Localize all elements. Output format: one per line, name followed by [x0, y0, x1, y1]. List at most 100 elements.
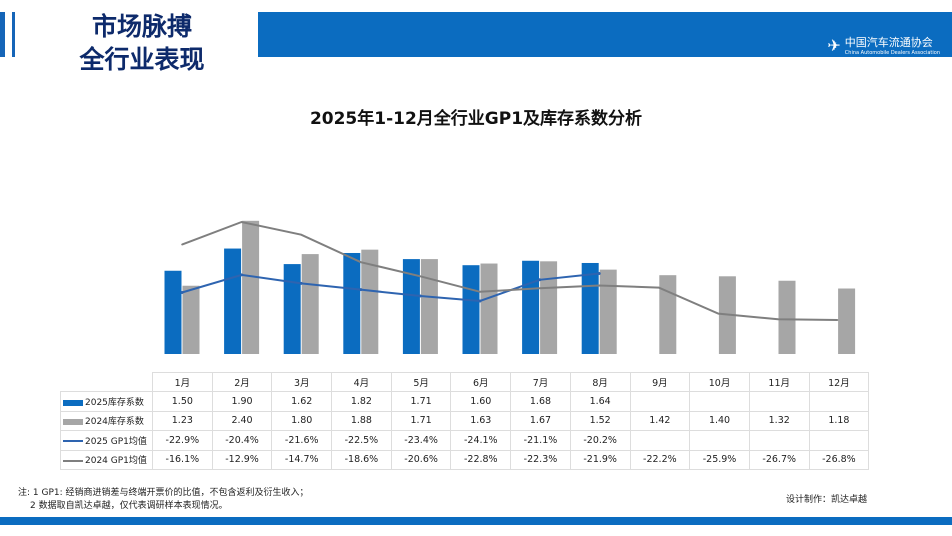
month-header: 7月	[510, 371, 571, 393]
logo-icon: ✈	[827, 35, 841, 55]
line-2024 GP1均值	[181, 220, 838, 321]
data-label: 1.64	[569, 391, 631, 412]
data-label: 1.63	[450, 410, 512, 432]
point-2025 GP1均值	[359, 288, 363, 292]
data-label: -24.1%	[450, 430, 512, 451]
bar-2025库存系数	[224, 248, 242, 354]
data-label: -25.9%	[689, 449, 750, 470]
data-label: -26.7%	[748, 449, 810, 470]
data-label	[689, 391, 750, 412]
data-label	[689, 430, 750, 451]
month-header: 4月	[331, 371, 392, 393]
data-label: 1.67	[510, 410, 571, 432]
table-row: 2025库存系数 1.50 1.90 1.62 1.82 1.71 1.60 1.68 1.64	[60, 391, 870, 412]
bar-2024库存系数	[480, 263, 498, 354]
table-row: 2025 GP1均值 -22.9% -20.4% -21.6% -22.5% -23.4%…	[60, 430, 870, 451]
header-band: ✈ 中国汽车流通协会 China Automobile Dealers Assoc…	[258, 12, 952, 57]
data-label: 1.71	[390, 391, 452, 412]
series-label: 2024库存系数	[60, 410, 153, 432]
point-2025 GP1均值	[597, 271, 601, 275]
data-label: -21.6%	[271, 430, 333, 451]
month-header: 12月	[808, 371, 870, 393]
point-2024 GP1均值	[240, 221, 243, 223]
month-header: 9月	[629, 371, 691, 393]
bar-2024库存系数	[540, 261, 558, 354]
series-label: 2024 GP1均值	[60, 449, 153, 470]
month-header: 2月	[211, 371, 273, 393]
point-2024 GP1均值	[598, 284, 600, 287]
series-name: 2025库存系数	[85, 398, 144, 409]
logo-subtext: China Automobile Dealers Association	[844, 50, 940, 56]
data-label: 1.50	[152, 391, 213, 412]
title-line: 全行业表现	[79, 45, 205, 74]
bar-2025库存系数	[402, 259, 420, 354]
point-2025 GP1均值	[299, 281, 303, 285]
data-label: 1.88	[331, 410, 392, 432]
month-header: 3月	[271, 371, 333, 393]
bar-2025库存系数	[462, 265, 480, 354]
series-name: 2024库存系数	[85, 417, 144, 428]
bar-2025库存系数	[581, 262, 599, 354]
design-credit: 设计制作：凯达卓越	[786, 495, 868, 505]
bar-2024库存系数	[599, 269, 617, 354]
data-label: -12.9%	[211, 449, 273, 470]
chart-plot	[164, 220, 856, 354]
point-2024 GP1均值	[717, 312, 720, 315]
data-label: -22.3%	[510, 449, 571, 470]
series-name: 2024 GP1均值	[85, 456, 147, 467]
data-label: 1.18	[808, 410, 870, 432]
bar-2025库存系数	[164, 270, 182, 354]
month-header: 5月	[390, 371, 452, 393]
month-header: 6月	[450, 371, 512, 393]
data-label: -22.9%	[152, 430, 213, 451]
point-2024 GP1均值	[360, 261, 362, 263]
bar-2024库存系数	[838, 288, 856, 354]
data-label	[808, 430, 870, 451]
page-title: 市场脉搏 全行业表现	[62, 10, 222, 76]
footer-band	[0, 517, 952, 525]
month-header: 1月	[152, 371, 213, 393]
bar-2024库存系数	[778, 280, 796, 354]
accent-bar	[12, 12, 15, 57]
logo-text: 中国汽车流通协会	[844, 36, 933, 49]
data-label: -20.6%	[390, 449, 452, 470]
bar-2024库存系数	[182, 285, 200, 354]
data-label: -20.4%	[211, 430, 273, 451]
bar-2024库存系数	[659, 275, 677, 354]
point-2024 GP1均值	[658, 286, 660, 289]
bar-2024库存系数	[420, 259, 438, 354]
logo: ✈ 中国汽车流通协会 China Automobile Dealers Assoc…	[827, 34, 940, 57]
bar-2024库存系数	[301, 254, 319, 354]
data-label: 1.60	[450, 391, 512, 412]
point-2024 GP1均值	[300, 233, 303, 236]
month-header: 10月	[689, 371, 750, 393]
data-label: -14.7%	[271, 449, 333, 470]
point-2025 GP1均值	[180, 291, 184, 294]
bar-2025库存系数	[343, 252, 361, 354]
data-label	[748, 430, 810, 451]
data-label: -22.5%	[331, 430, 392, 451]
series-label: 2025 GP1均值	[60, 430, 153, 451]
data-label	[629, 391, 691, 412]
corner-cell	[61, 373, 153, 392]
data-label: 1.42	[629, 410, 691, 432]
point-2024 GP1均值	[777, 318, 779, 321]
data-label: 1.23	[152, 410, 213, 432]
point-2025 GP1均值	[418, 294, 422, 298]
point-2025 GP1均值	[240, 273, 244, 277]
chart-title: 2025年1-12月全行业GP1及库存系数分析	[309, 109, 643, 129]
data-label: 1.62	[271, 391, 333, 412]
point-2025 GP1均值	[538, 278, 542, 282]
data-label: 1.40	[689, 410, 750, 432]
data-label: -16.1%	[152, 449, 213, 470]
note-line: 注: 1 GP1: 经销商进销差与终端开票价的比值，不包含返利及衍生收入；	[18, 488, 309, 498]
data-label	[808, 391, 870, 412]
data-label: 1.82	[331, 391, 392, 412]
data-label: -23.4%	[390, 430, 452, 451]
table-row: 2024 GP1均值 -16.1% -12.9% -14.7% -18.6% -20.6%…	[60, 449, 870, 470]
point-2024 GP1均值	[538, 287, 541, 290]
data-label: 1.90	[211, 391, 273, 412]
data-label: 2.40	[211, 410, 273, 432]
point-2025 GP1均值	[478, 299, 482, 303]
point-2024 GP1均值	[479, 290, 481, 293]
